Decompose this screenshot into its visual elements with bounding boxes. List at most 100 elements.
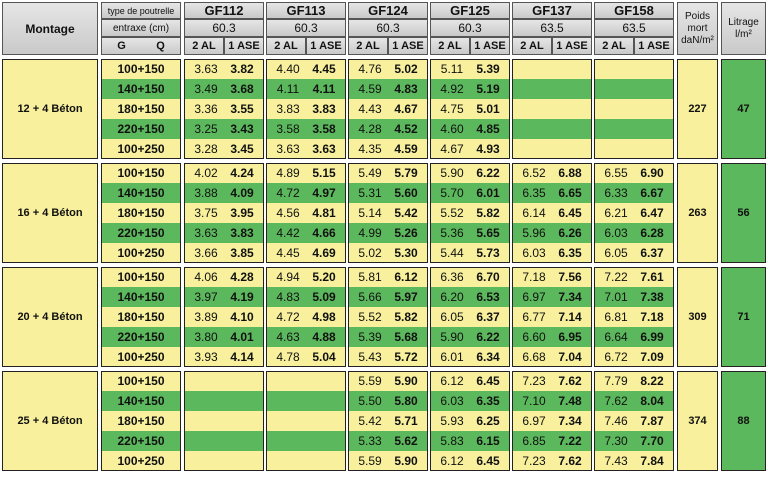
product-cell — [348, 287, 428, 307]
span-value: 4.42 — [276, 226, 300, 240]
span-value: 4.56 — [276, 206, 300, 220]
span-value: 5.01 — [476, 102, 500, 116]
gq-value: 180+150 — [101, 99, 181, 119]
span-value: 5.66 — [358, 290, 382, 304]
span-value: 4.59 — [394, 142, 418, 156]
product-cell — [184, 139, 264, 159]
montage-header: Montage — [2, 2, 98, 55]
span-value: 5.39 — [358, 330, 382, 344]
span-value: 7.04 — [558, 350, 582, 364]
span-value: 6.37 — [476, 310, 500, 324]
product-cell — [266, 99, 346, 119]
product-entraxe: 63.5 — [594, 19, 674, 37]
span-value: 5.33 — [358, 434, 382, 448]
product-cell — [430, 307, 510, 327]
span-value: 4.81 — [312, 206, 336, 220]
header-line: Litrage — [728, 16, 759, 28]
product-cell — [512, 287, 592, 307]
span-value: 5.52 — [358, 310, 382, 324]
span-value: 6.70 — [476, 270, 500, 284]
span-value: 4.76 — [358, 62, 382, 76]
group-frame — [266, 163, 346, 263]
span-value: 6.03 — [522, 246, 546, 260]
product-cell — [266, 287, 346, 307]
product-cell — [348, 371, 428, 391]
product-cell — [266, 307, 346, 327]
span-value: 4.59 — [358, 82, 382, 96]
span-value: 3.43 — [230, 122, 254, 136]
span-value: 6.05 — [440, 310, 464, 324]
product-cell — [430, 139, 510, 159]
product-cell — [184, 371, 264, 391]
span-value: 7.23 — [522, 374, 546, 388]
group-frame — [266, 59, 346, 159]
span-value: 5.31 — [358, 186, 382, 200]
span-value: 5.72 — [394, 350, 418, 364]
gq-value: 140+150 — [101, 287, 181, 307]
gq-value: 100+150 — [101, 163, 181, 183]
group-frame — [512, 267, 592, 367]
span-value: 3.28 — [194, 142, 218, 156]
span-value: 5.60 — [394, 186, 418, 200]
span-value: 5.02 — [358, 246, 382, 260]
span-value: 6.37 — [640, 246, 664, 260]
span-value: 7.18 — [522, 270, 546, 284]
span-value: 5.65 — [476, 226, 500, 240]
product-cell — [348, 99, 428, 119]
product-cell — [184, 267, 264, 287]
product-cell — [512, 411, 592, 431]
product-cell — [512, 431, 592, 451]
product-cell — [266, 267, 346, 287]
product-cell — [184, 223, 264, 243]
span-value: 7.62 — [604, 394, 628, 408]
product-cell — [430, 391, 510, 411]
span-value: 6.12 — [440, 374, 464, 388]
product-cell — [266, 347, 346, 367]
group-label: 20 + 4 Béton — [2, 267, 98, 367]
group-frame — [677, 267, 718, 367]
span-value: 7.61 — [640, 270, 664, 284]
group-frame — [430, 59, 510, 159]
product-cell — [512, 223, 592, 243]
group-frame — [512, 371, 592, 471]
span-value: 6.12 — [440, 454, 464, 468]
span-value: 4.11 — [276, 82, 300, 96]
span-value: 5.36 — [440, 226, 464, 240]
span-value: 5.44 — [440, 246, 464, 260]
span-value: 5.43 — [358, 350, 382, 364]
span-value: 4.01 — [230, 330, 254, 344]
col-label: 2 AL — [266, 37, 306, 55]
product-cell — [594, 243, 674, 263]
group-label: 25 + 4 Béton — [2, 371, 98, 471]
col-label: 1 ASE — [552, 37, 592, 55]
span-value: 4.06 — [194, 270, 218, 284]
product-cell — [430, 347, 510, 367]
group-frame — [266, 371, 346, 471]
span-value: 5.90 — [440, 166, 464, 180]
product-cell — [430, 243, 510, 263]
span-value: 3.85 — [230, 246, 254, 260]
product-cell — [348, 431, 428, 451]
product-cell — [594, 451, 674, 471]
product-cell — [512, 327, 592, 347]
span-value: 4.67 — [394, 102, 418, 116]
span-value: 4.72 — [276, 310, 300, 324]
span-value: 6.01 — [476, 186, 500, 200]
header-line: daN/m² — [681, 34, 714, 46]
litrage-value: 47 — [721, 59, 766, 159]
span-value: 3.63 — [194, 62, 218, 76]
product-cell — [184, 327, 264, 347]
group-frame — [430, 371, 510, 471]
poids-value: 227 — [677, 59, 718, 159]
product-cell — [430, 163, 510, 183]
span-value: 6.33 — [604, 186, 628, 200]
product-cell — [594, 183, 674, 203]
span-value: 4.52 — [394, 122, 418, 136]
product-cell — [348, 59, 428, 79]
span-value: 7.48 — [558, 394, 582, 408]
span-value: 4.75 — [440, 102, 464, 116]
product-cell — [512, 267, 592, 287]
gq-value: 100+250 — [101, 451, 181, 471]
product-cell — [266, 327, 346, 347]
gq-value: 220+150 — [101, 119, 181, 139]
